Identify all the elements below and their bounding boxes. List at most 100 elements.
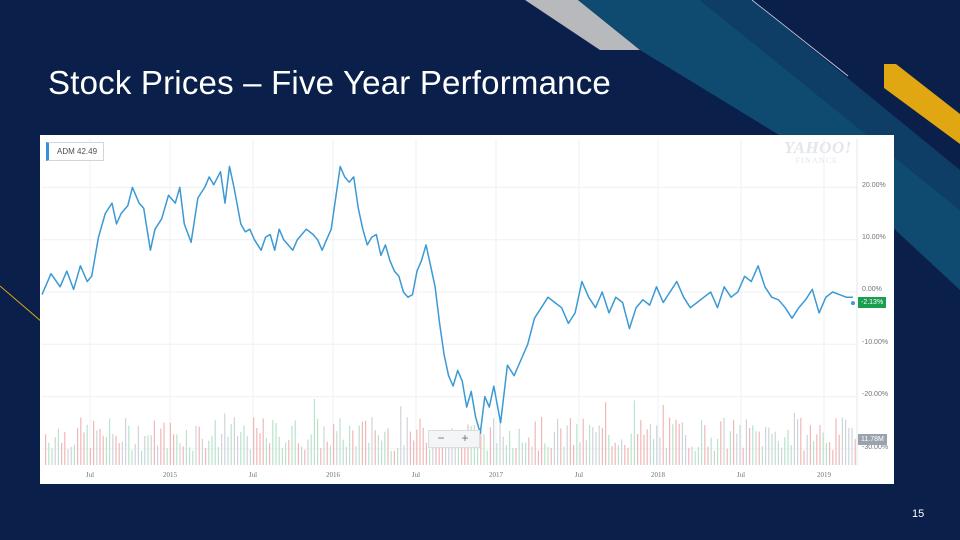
- volume-bar: [707, 446, 709, 465]
- volume-bar: [685, 435, 687, 465]
- volume-bar: [531, 446, 533, 465]
- volume-bar: [99, 428, 101, 465]
- volume-bar: [176, 434, 178, 465]
- volume-bar: [435, 448, 437, 465]
- volume-bar: [601, 427, 603, 465]
- volume-bar: [233, 417, 235, 465]
- volume-bar: [214, 420, 216, 465]
- volume-bar: [787, 429, 789, 465]
- ticker-label[interactable]: ADM 42.49: [46, 142, 105, 161]
- volume-bar: [528, 437, 530, 465]
- volume-bar: [777, 441, 779, 465]
- volume-bar: [499, 420, 501, 465]
- volume-bar: [221, 434, 223, 465]
- volume-bar: [278, 436, 280, 465]
- volume-bar: [67, 449, 69, 465]
- volume-bar: [592, 427, 594, 465]
- volume-bar: [189, 447, 191, 465]
- volume-bar: [848, 428, 850, 465]
- y-tick-label: -20.00%: [862, 391, 889, 398]
- volume-bar: [717, 438, 719, 465]
- volume-bar: [457, 442, 459, 465]
- volume-bar: [819, 424, 821, 465]
- y-tick-label: -30.00%: [862, 444, 889, 451]
- x-tick-label: Jul: [736, 471, 746, 479]
- volume-bar: [598, 425, 600, 465]
- x-tick-label: 2018: [651, 471, 665, 479]
- volume-bar: [713, 450, 715, 465]
- volume-bar: [643, 434, 645, 465]
- volume-bar: [310, 434, 312, 465]
- chart-canvas: [41, 139, 858, 465]
- volume-bar: [51, 448, 53, 465]
- volume-bar: [582, 418, 584, 465]
- volume-bar: [96, 430, 98, 465]
- volume-bar: [211, 436, 213, 465]
- volume-bar: [291, 425, 293, 465]
- volume-bar: [345, 446, 347, 465]
- volume-bar: [793, 413, 795, 465]
- volume-bar: [112, 434, 114, 465]
- volume-bar: [249, 449, 251, 465]
- volume-bar: [272, 420, 274, 465]
- volume-bar: [669, 417, 671, 465]
- volume-bar: [534, 421, 536, 465]
- volume-bar: [493, 418, 495, 465]
- volume-bar: [659, 437, 661, 465]
- volume-bar: [166, 448, 168, 465]
- volume-bar: [838, 434, 840, 465]
- volume-bar: [355, 446, 357, 465]
- volume-bar: [141, 450, 143, 465]
- y-tick-label: 10.00%: [862, 234, 886, 241]
- volume-bar: [809, 425, 811, 465]
- volume-bar: [832, 450, 834, 465]
- volume-bar: [813, 441, 815, 465]
- x-tick-label: Jul: [574, 471, 584, 479]
- volume-bar: [86, 424, 88, 465]
- volume-bar: [432, 432, 434, 465]
- volume-bar: [681, 422, 683, 465]
- volume-bar: [825, 443, 827, 465]
- volume-bar: [454, 435, 456, 465]
- volume-bar: [505, 445, 507, 465]
- volume-bar: [416, 429, 418, 465]
- volume-bar: [563, 446, 565, 465]
- volume-bar: [307, 439, 309, 465]
- volume-bar: [518, 428, 520, 465]
- volume-bar: [374, 430, 376, 465]
- volume-bar: [633, 400, 635, 465]
- volume-bar: [403, 445, 405, 465]
- volume-bar: [301, 446, 303, 465]
- volume-bar: [377, 435, 379, 465]
- volume-bar: [835, 418, 837, 465]
- volume-bar: [541, 417, 543, 465]
- volume-bar: [640, 420, 642, 465]
- volume-bar: [736, 433, 738, 465]
- volume-bar: [742, 447, 744, 465]
- zoom-in-button[interactable]: +: [461, 431, 469, 445]
- watermark-line-1: YAHOO!: [784, 138, 852, 157]
- volume-bar: [317, 418, 319, 465]
- volume-bar: [54, 437, 56, 465]
- volume-bar: [240, 432, 242, 465]
- volume-bar: [854, 439, 856, 465]
- volume-bar: [480, 426, 482, 465]
- volume-bar: [182, 446, 184, 465]
- zoom-out-button[interactable]: −: [437, 431, 445, 445]
- volume-bar: [829, 442, 831, 465]
- volume-bar: [553, 431, 555, 465]
- page-number: 15: [912, 508, 925, 520]
- volume-bar: [841, 417, 843, 465]
- volume-bar: [630, 433, 632, 465]
- volume-bar: [102, 435, 104, 465]
- volume-bar: [675, 419, 677, 465]
- volume-bar: [368, 442, 370, 465]
- volume-bar: [157, 445, 159, 465]
- volume-bar: [150, 435, 152, 465]
- volume-bar: [691, 446, 693, 465]
- volume-bar: [845, 419, 847, 465]
- volume-bar: [627, 447, 629, 465]
- volume-bar: [294, 420, 296, 465]
- volume-bar: [83, 432, 85, 465]
